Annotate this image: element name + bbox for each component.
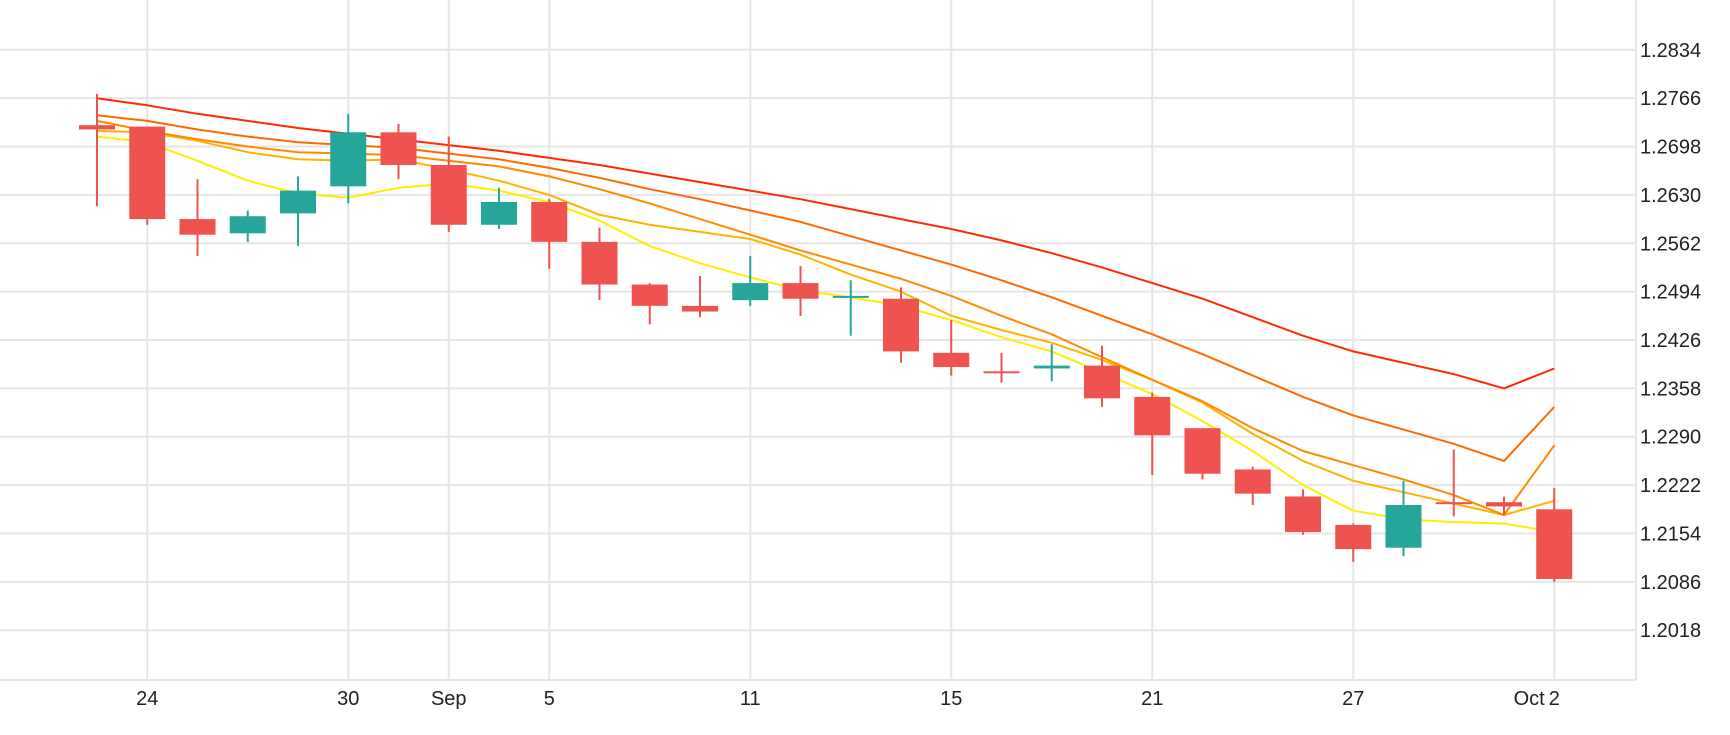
candle <box>732 256 769 306</box>
candle <box>229 210 266 242</box>
candle <box>1285 489 1321 535</box>
candle <box>1335 523 1372 562</box>
moving-average-line-4 <box>96 114 1556 462</box>
candle-body <box>79 125 115 130</box>
y-tick-label: 1.2290 <box>1640 427 1701 449</box>
y-tick-label: 1.2426 <box>1640 330 1701 352</box>
candle <box>1033 344 1070 382</box>
candle <box>1134 392 1171 476</box>
candle-body <box>1285 496 1321 533</box>
candle-body <box>1234 469 1271 494</box>
y-tick-label: 1.2154 <box>1640 523 1701 545</box>
y-tick-label: 1.2222 <box>1640 475 1701 497</box>
candle-body <box>330 132 367 187</box>
candle <box>1536 487 1573 582</box>
candle <box>631 283 668 325</box>
candle-body <box>1033 365 1070 369</box>
candle-body <box>832 295 869 298</box>
moving-average-line-1 <box>96 135 1555 534</box>
y-tick-label: 1.2630 <box>1640 185 1701 207</box>
candle-body <box>1385 505 1422 548</box>
grid-layer <box>0 0 1637 681</box>
candle <box>179 179 216 257</box>
x-tick-label: Oct <box>1514 688 1546 710</box>
candle-body <box>1435 502 1472 505</box>
candle <box>330 113 367 204</box>
candle <box>531 199 568 269</box>
candle-body <box>883 298 919 352</box>
candle <box>380 123 417 180</box>
candle <box>481 187 517 230</box>
candle-body <box>1084 365 1120 399</box>
axis-layer: 1.2834 1.2766 1.2698 1.2630 1.2562 1.2494 1.24… <box>136 40 1701 710</box>
y-tick-label: 1.2698 <box>1640 137 1701 159</box>
x-tick-label: 21 <box>1141 688 1163 710</box>
candle-body <box>581 241 618 285</box>
candle-body <box>380 132 417 166</box>
y-tick-label: 1.2018 <box>1640 620 1701 642</box>
moving-average-line-3 <box>96 119 1556 516</box>
candle-layer <box>79 93 1573 582</box>
candle <box>682 275 718 318</box>
candle <box>832 280 869 336</box>
x-tick-label: 15 <box>940 688 962 710</box>
candle-body <box>129 126 166 220</box>
candle-body <box>732 283 769 301</box>
x-tick-label: 2 <box>1549 688 1560 710</box>
candle-body <box>531 202 568 242</box>
candle-body <box>1536 509 1573 579</box>
y-tick-label: 1.2766 <box>1640 88 1701 110</box>
candle-body <box>933 352 970 368</box>
x-tick-label: Sep <box>431 688 467 710</box>
candle-body <box>1134 396 1171 436</box>
candle <box>1385 480 1422 557</box>
candle <box>129 126 166 225</box>
x-tick-label: 30 <box>337 688 359 710</box>
candle <box>581 227 618 301</box>
candle-body <box>682 305 718 312</box>
candle <box>1084 345 1120 407</box>
candle <box>280 176 316 247</box>
y-tick-label: 1.2358 <box>1640 378 1701 400</box>
candle <box>1486 496 1522 515</box>
candle <box>983 352 1020 383</box>
x-tick-label: 11 <box>740 688 761 710</box>
candle-body <box>229 216 266 234</box>
candle <box>1184 428 1221 480</box>
candle-body <box>179 219 216 235</box>
x-tick-label: 5 <box>544 688 555 710</box>
candle-body <box>1335 524 1372 550</box>
x-tick-label: 27 <box>1342 688 1364 710</box>
moving-average-layer <box>96 97 1556 534</box>
candle <box>883 287 919 363</box>
y-tick-label: 1.2086 <box>1640 572 1701 594</box>
candle <box>933 320 970 376</box>
y-tick-label: 1.2562 <box>1640 233 1701 255</box>
y-tick-label: 1.2494 <box>1640 282 1701 304</box>
x-tick-label: 24 <box>136 688 158 710</box>
candle <box>782 266 819 316</box>
candle-body <box>1184 428 1221 474</box>
y-tick-label: 1.2834 <box>1640 40 1701 62</box>
candle <box>79 93 115 207</box>
candle-body <box>983 371 1020 374</box>
candle-body <box>1486 502 1522 507</box>
moving-average-line-2 <box>96 129 1555 516</box>
candle <box>1234 466 1271 506</box>
candle-body <box>481 202 517 225</box>
candle <box>1435 449 1472 517</box>
candle-body <box>430 165 467 225</box>
candle-body <box>782 283 819 299</box>
candle-body <box>631 284 668 306</box>
candle-body <box>280 190 316 214</box>
candle <box>430 136 467 232</box>
